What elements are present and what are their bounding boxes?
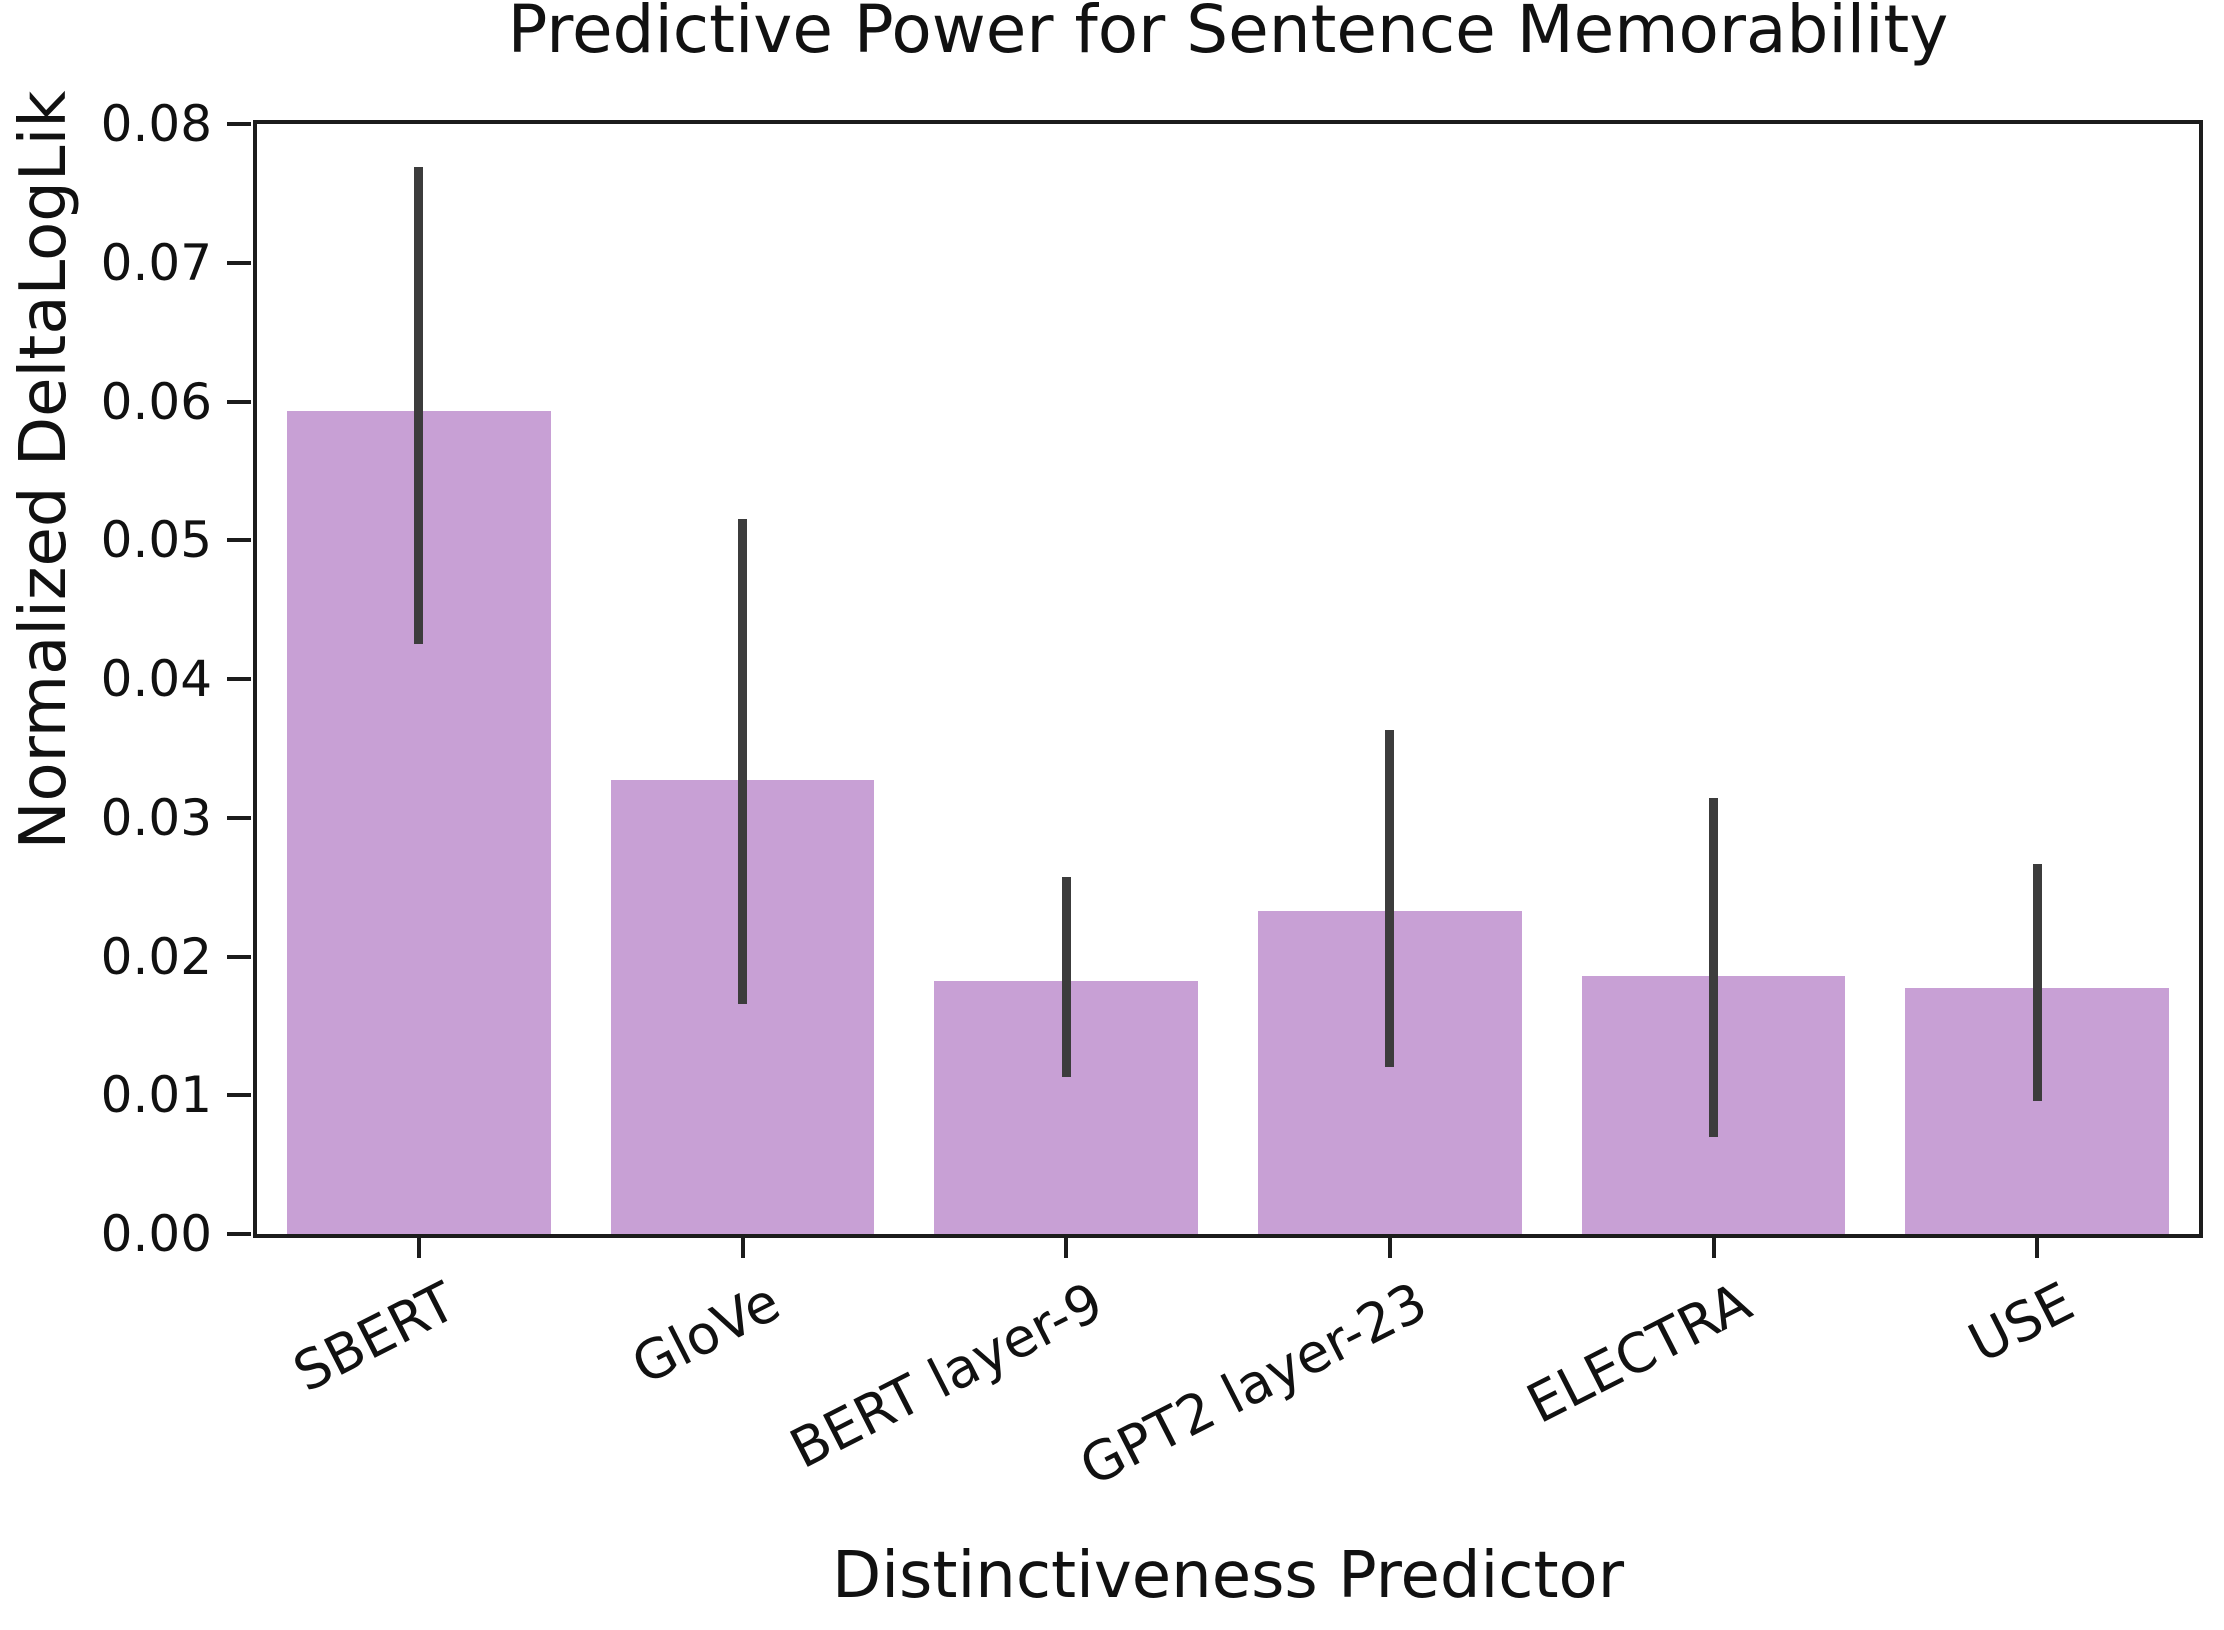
error-bar-bert-layer-9 <box>1061 877 1071 1078</box>
x-tick-bert-layer-9 <box>1064 1236 1069 1258</box>
y-tick-0.02 <box>227 954 251 959</box>
error-bar-gpt2-layer-23 <box>1385 730 1395 1068</box>
error-bar-glove <box>738 519 747 1004</box>
y-tick-0.05 <box>227 538 251 543</box>
x-tick-use <box>2035 1236 2040 1258</box>
x-tick-gpt2-layer-23 <box>1387 1236 1392 1258</box>
x-axis-label: Distinctiveness Predictor <box>831 1539 1625 1613</box>
error-bar-use <box>2032 863 2042 1101</box>
y-axis-label: Normalized DeltaLogLik <box>7 90 81 850</box>
y-tick-label-0.04: 0.04 <box>100 650 212 708</box>
plot-area: 0.00 0.01 0.02 0.03 0.04 0.05 0.06 0.07 0.08 SBER… <box>101 95 2203 1498</box>
chart-title: Predictive Power for Sentence Memorabili… <box>507 0 1949 68</box>
x-tick-electra <box>1711 1236 1716 1258</box>
y-tick-0.06 <box>227 399 251 404</box>
y-tick-0.08 <box>227 122 251 126</box>
y-tick-label-0.05: 0.05 <box>100 511 212 570</box>
x-tick-glove <box>740 1236 745 1258</box>
y-tick-label-0.07: 0.07 <box>100 233 212 292</box>
error-bar-sbert <box>414 167 424 645</box>
y-tick-label-0.01: 0.01 <box>100 1066 212 1125</box>
y-tick-label-0.00: 0.00 <box>100 1205 212 1263</box>
y-tick-label-0.08: 0.08 <box>100 95 212 153</box>
y-tick-0.01 <box>227 1093 251 1098</box>
y-tick-0.04 <box>227 677 251 681</box>
y-tick-label-0.02: 0.02 <box>100 927 212 986</box>
y-tick-label-0.06: 0.06 <box>100 372 212 431</box>
error-bar-electra <box>1709 798 1718 1137</box>
y-tick-0.07 <box>227 260 251 265</box>
y-tick-0.00 <box>227 1232 251 1236</box>
y-tick-0.03 <box>227 815 251 820</box>
y-tick-label-0.03: 0.03 <box>100 788 212 847</box>
x-tick-sbert <box>416 1236 421 1258</box>
